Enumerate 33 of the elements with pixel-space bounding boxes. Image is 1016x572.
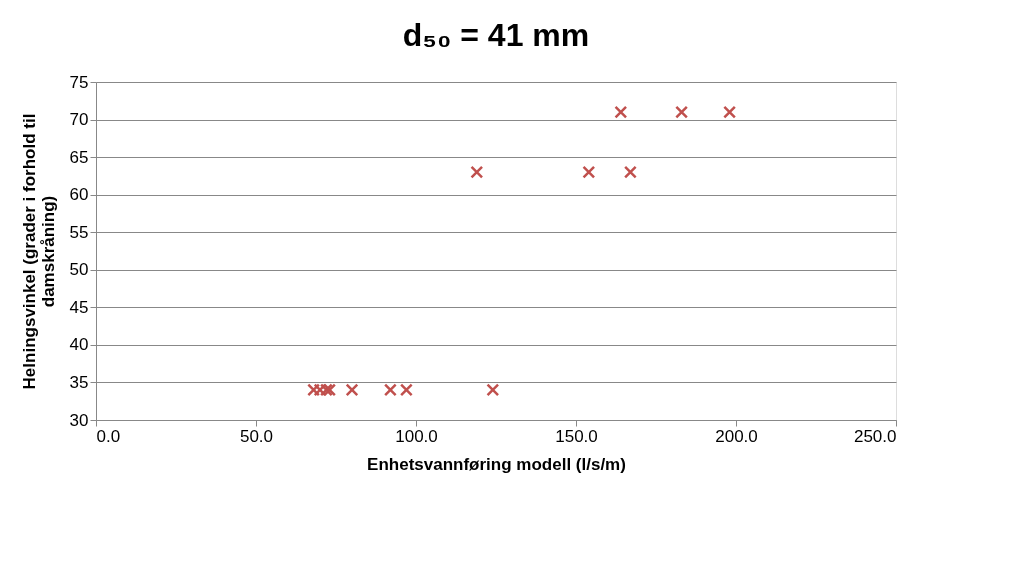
point (345, 383, 359, 397)
point (323, 383, 337, 397)
point (614, 105, 628, 119)
point (623, 165, 637, 179)
y-tick-label: 55 (69, 222, 89, 242)
x-tick-label: 150.0 (555, 426, 598, 446)
y-tick-label: 65 (69, 147, 89, 167)
point (307, 383, 321, 397)
point (582, 165, 596, 179)
point (383, 383, 397, 397)
x-tick-label: 100.0 (395, 426, 438, 446)
point (399, 383, 413, 397)
chart-title: d₅₀ = 41 mm (402, 17, 590, 53)
x-tick-label: 0.0 (96, 426, 121, 446)
x-tick-label: 200.0 (715, 426, 758, 446)
x-axis-title: Enhetsvannføring modell (l/s/m) (367, 454, 626, 474)
y-tick-label: 40 (69, 335, 89, 355)
y-tick-label: 60 (69, 185, 89, 205)
y-tick-label: 45 (69, 297, 89, 317)
y-tick-label: 35 (69, 372, 89, 392)
point (313, 383, 327, 397)
point (470, 165, 484, 179)
x-tick-label: 250.0 (853, 426, 897, 446)
y-tick-label: 50 (69, 260, 89, 280)
point (675, 105, 689, 119)
y-axis-title: Helningsvinkel (grader i forhold til damskråning) (19, 113, 58, 390)
y-tick-label: 70 (69, 110, 89, 130)
point (486, 383, 500, 397)
point (319, 383, 333, 397)
y-tick-label: 75 (69, 72, 89, 92)
x-tick-label: 50.0 (239, 426, 274, 446)
y-tick-label: 30 (69, 410, 89, 430)
point (723, 105, 737, 119)
